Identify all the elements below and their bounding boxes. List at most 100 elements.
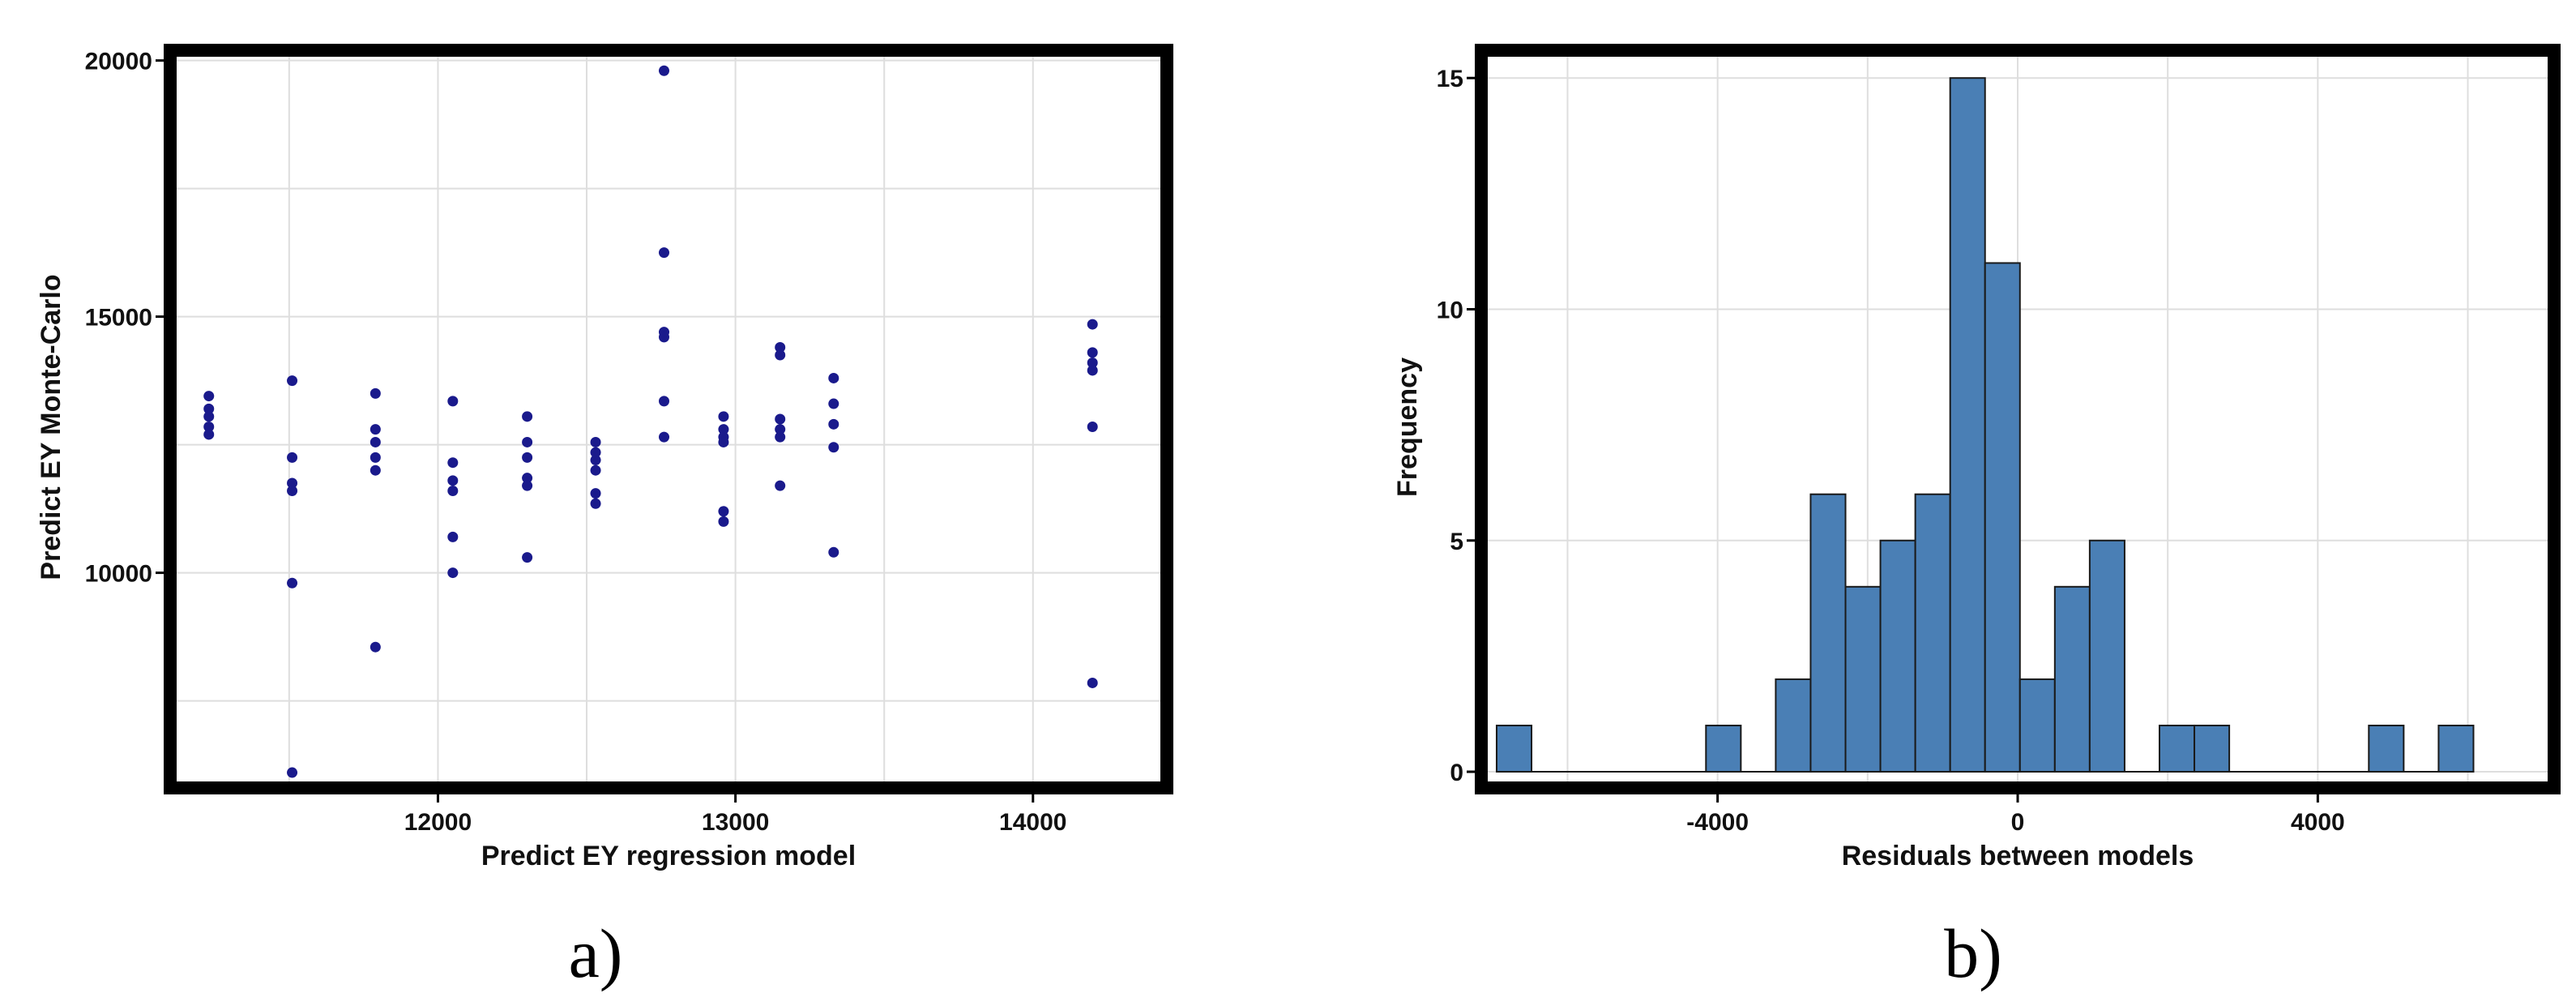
scatter-point-62 [1087,421,1098,432]
scatter-point-18 [447,457,459,469]
scatter-point-29 [590,436,601,447]
histogram-bar-15 [2019,678,2056,773]
histogram-x-ticks: -4000 0 4000 [1686,794,2345,836]
scatter-point-33 [590,488,601,499]
scatter-point-21 [447,531,459,542]
scatter-point-1 [203,403,215,414]
scatter-point-20 [447,485,459,496]
histogram-bar-16 [2053,585,2091,773]
scatter-point-46 [718,516,729,527]
histogram-bar-14 [1984,262,2021,773]
scatter-point-59 [1087,347,1098,358]
scatter-point-3 [203,421,215,432]
histogram-bar-17 [2088,539,2125,773]
scatter-point-49 [775,413,786,425]
scatter-point-30 [590,447,601,458]
histogram-bar-9 [1809,493,1847,773]
scatter-point-14 [370,452,381,463]
histogram-bar-11 [1879,539,1916,773]
scatter-point-0 [203,391,215,402]
scatter-point-52 [775,480,786,491]
scatter-x-ticks: 12000 13000 14000 [404,794,1066,836]
scatter-point-48 [775,349,786,361]
scatter-x-tick-label-2: 14000 [999,809,1066,836]
histogram-bar-25 [2368,724,2405,773]
scatter-point-9 [287,577,298,589]
scatter-point-40 [658,431,669,443]
scatter-point-60 [1087,357,1098,368]
scatter-point-36 [658,247,669,259]
histogram-plot-frame [1475,44,2561,794]
scatter-point-25 [522,452,533,463]
scatter-point-4 [203,429,215,440]
scatter-point-15 [370,464,381,476]
histogram-bar-6 [1705,724,1742,773]
scatter-point-2 [203,411,215,422]
histogram-y-tick-label-3: 15 [1437,66,1463,92]
scatter-point-13 [370,436,381,447]
scatter-point-57 [828,546,839,558]
histogram-bar-0 [1495,724,1533,773]
histogram-bars [1495,77,2475,773]
histogram-x-tick-label-0: -4000 [1686,809,1749,836]
histogram-y-tick-label-1: 5 [1450,529,1463,555]
histogram-bar-19 [2158,724,2196,773]
scatter-point-6 [287,452,298,463]
scatter-point-26 [522,473,533,484]
scatter-point-8 [287,485,298,496]
histogram-bar-12 [1914,493,1951,773]
histogram-x-axis-title: Residuals between models [1842,841,2194,871]
panel-label-b: b) [1944,914,2002,992]
scatter-point-53 [828,372,839,383]
histogram-y-ticks: 0 5 10 15 [1437,66,1475,786]
scatter-point-44 [718,436,729,447]
scatter-point-17 [447,396,459,407]
scatter-point-56 [828,442,839,453]
histogram-bar-27 [2437,724,2475,773]
scatter-y-tick-label-1: 15000 [85,305,152,332]
scatter-point-23 [522,411,533,422]
scatter-point-16 [370,641,381,653]
scatter-point-28 [522,552,533,563]
scatter-panel: 12000 13000 14000 10000 15000 20000 Predict … [36,44,1173,992]
scatter-point-41 [718,411,729,422]
scatter-x-tick-label-1: 13000 [702,809,769,836]
scatter-point-58 [1087,319,1098,330]
scatter-point-27 [522,480,533,491]
scatter-point-24 [522,436,533,447]
scatter-point-11 [370,387,381,399]
scatter-y-ticks: 10000 15000 20000 [85,49,164,588]
scatter-y-tick-label-2: 20000 [85,49,152,75]
scatter-point-34 [590,498,601,509]
histogram-y-tick-label-0: 0 [1450,760,1463,786]
histogram-x-tick-label-2: 4000 [2291,809,2345,836]
histogram-x-tick-label-1: 0 [2011,809,2025,836]
scatter-point-19 [447,475,459,486]
scatter-x-tick-label-0: 12000 [404,809,472,836]
scatter-point-10 [287,767,298,778]
histogram-bar-13 [1949,77,1986,773]
scatter-point-22 [447,567,459,579]
scatter-point-47 [775,342,786,353]
scatter-plot-frame [164,44,1173,794]
scatter-point-35 [658,65,669,76]
scatter-point-5 [287,375,298,387]
scatter-x-axis-title: Predict EY regression model [481,841,856,871]
histogram-y-axis-title: Frequency [1392,357,1423,497]
scatter-grid [170,50,1167,788]
scatter-point-31 [590,455,601,466]
histogram-bar-10 [1844,585,1882,773]
scatter-point-63 [1087,677,1098,688]
scatter-point-50 [775,424,786,435]
scatter-y-axis-title: Predict EY Monte-Carlo [36,274,66,580]
scatter-point-38 [658,332,669,343]
scatter-point-42 [718,424,729,435]
histogram-bar-20 [2194,724,2231,773]
scatter-point-54 [828,398,839,409]
panel-label-a: a) [569,914,623,992]
scatter-point-7 [287,477,298,489]
scatter-point-12 [370,424,381,435]
histogram-y-tick-label-2: 10 [1437,297,1463,323]
scatter-y-tick-label-0: 10000 [85,561,152,588]
